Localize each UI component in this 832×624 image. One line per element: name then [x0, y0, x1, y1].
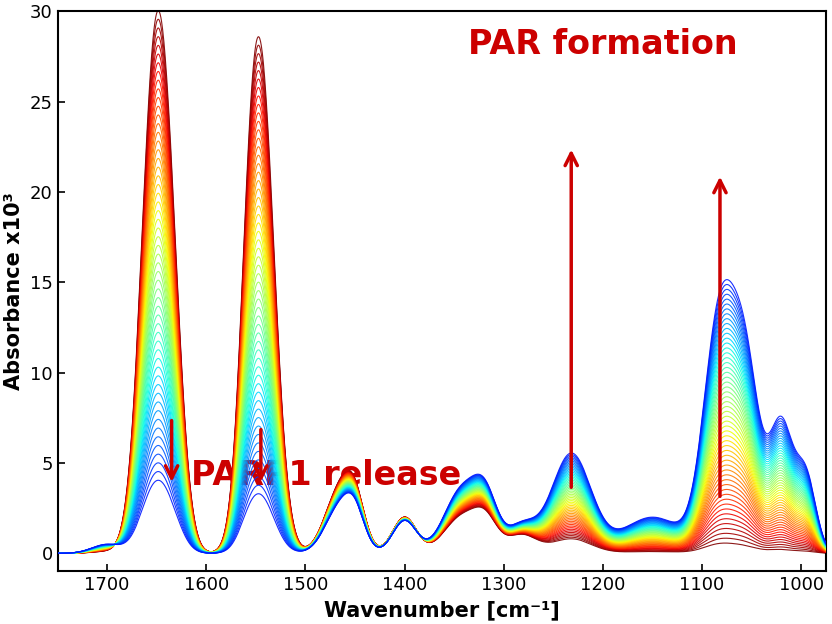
Text: PAR formation: PAR formation	[468, 28, 738, 61]
Text: PARP1 release: PARP1 release	[191, 459, 462, 492]
Y-axis label: Absorbance x10³: Absorbance x10³	[4, 192, 24, 390]
X-axis label: Wavenumber [cm⁻¹]: Wavenumber [cm⁻¹]	[324, 600, 560, 620]
